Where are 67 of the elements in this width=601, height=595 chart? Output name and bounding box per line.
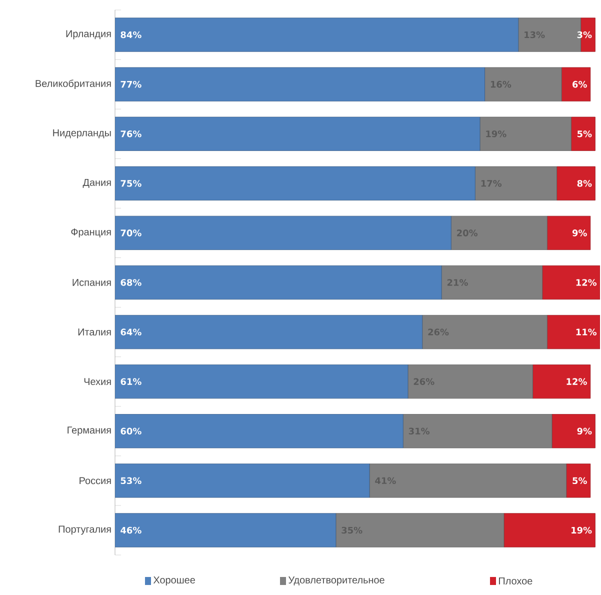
bar xyxy=(408,364,533,399)
data-label: 9% xyxy=(577,428,592,435)
y-tick-label: Ирландия xyxy=(66,30,111,40)
bar xyxy=(422,314,548,350)
bar xyxy=(552,414,596,448)
data-label: 6% xyxy=(572,80,587,88)
bar xyxy=(474,166,557,200)
y-tick-label: Португалия xyxy=(58,526,111,535)
bar xyxy=(480,116,572,151)
y-tick-label: Дания xyxy=(82,178,111,188)
data-label: 9% xyxy=(572,230,587,236)
data-label: 76% xyxy=(120,130,142,138)
bar xyxy=(402,414,552,448)
legend-label: Плохое xyxy=(498,578,532,584)
data-label: 64% xyxy=(120,328,142,336)
bar xyxy=(504,513,596,548)
bar xyxy=(546,216,591,250)
data-label: 53% xyxy=(120,477,142,484)
data-label: 70% xyxy=(120,230,142,236)
legend-label: Удовлетворительное xyxy=(288,576,384,586)
data-label: 5% xyxy=(572,477,587,484)
bar xyxy=(546,314,600,350)
data-label: 3% xyxy=(577,31,592,38)
bar xyxy=(542,265,600,300)
y-tick-label: Франция xyxy=(71,228,111,238)
legend-label: Хорошее xyxy=(153,576,195,586)
y-tick-label: Италия xyxy=(78,328,111,336)
bar xyxy=(115,314,423,350)
bar xyxy=(566,464,591,498)
bar xyxy=(115,513,336,548)
data-label: 84% xyxy=(120,31,142,38)
data-label: 5% xyxy=(577,130,592,138)
bar xyxy=(484,67,562,102)
data-label: 11% xyxy=(576,328,597,336)
data-label: 60% xyxy=(120,428,142,435)
bar xyxy=(115,364,408,399)
y-tick-label: Германия xyxy=(68,426,111,436)
bar xyxy=(532,364,591,399)
bar xyxy=(115,116,480,151)
y-tick-label: Великобритания xyxy=(36,80,111,89)
y-tick-label: Нидерланды xyxy=(53,129,111,138)
bar xyxy=(115,18,519,52)
data-label: 61% xyxy=(120,378,142,385)
bar xyxy=(115,216,452,250)
bar xyxy=(115,67,485,102)
bar xyxy=(115,414,404,448)
data-label: 12% xyxy=(576,279,597,286)
y-tick-label: Чехия xyxy=(84,378,111,386)
data-label: 19% xyxy=(572,526,592,534)
bar xyxy=(336,513,504,548)
bar xyxy=(115,166,476,200)
bar xyxy=(115,265,442,300)
bar xyxy=(369,464,567,498)
data-label: 75% xyxy=(120,180,142,187)
bar xyxy=(441,265,543,300)
bar xyxy=(115,464,370,498)
y-tick-label: Испания xyxy=(72,279,111,286)
data-label: 77% xyxy=(120,80,142,88)
bar xyxy=(570,116,596,151)
data-label: 12% xyxy=(566,378,587,385)
bar xyxy=(556,166,596,200)
bar xyxy=(561,67,591,102)
data-label: 68% xyxy=(120,279,142,286)
y-tick-label: Россия xyxy=(80,477,111,484)
bar xyxy=(450,216,548,250)
data-label: 8% xyxy=(577,180,592,187)
data-label: 46% xyxy=(120,526,142,534)
